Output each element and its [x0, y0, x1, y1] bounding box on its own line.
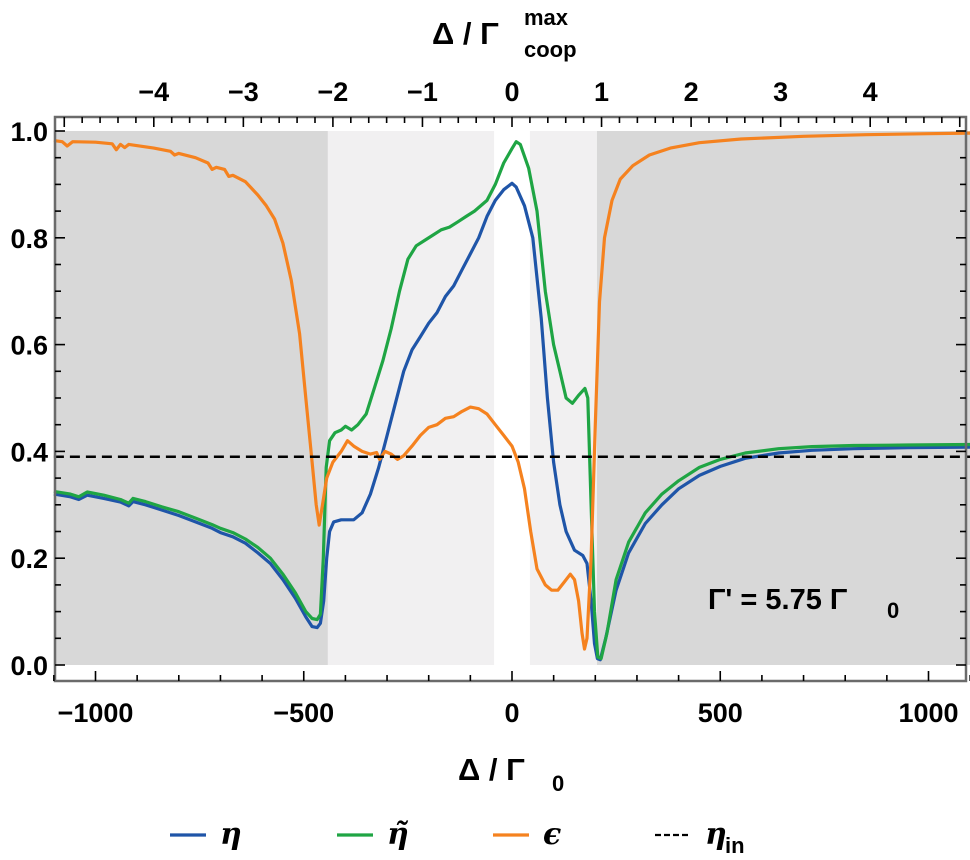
axis-ticks [53, 117, 970, 681]
top-axis-title-sub: coop [524, 37, 577, 62]
x2-tick-label: 2 [684, 77, 699, 107]
x-tick-label: −1000 [58, 698, 134, 728]
x-tick-label: 0 [504, 698, 519, 728]
x2-tick-label: −1 [407, 77, 438, 107]
top-axis-title: Δ / Γ [432, 16, 499, 51]
gamma-prime-annotation-sub: 0 [887, 598, 899, 623]
shaded-region-dark [596, 131, 970, 665]
x2-tick-label: 0 [504, 77, 519, 107]
shaded-region-light [327, 131, 495, 665]
x2-tick-label: 1 [594, 77, 609, 107]
bottom-axis-title: Δ / Γ [458, 752, 525, 787]
gamma-prime-annotation: Γ' = 5.75 Γ [708, 584, 847, 616]
bottom-axis-title-sub: 0 [552, 771, 564, 796]
x2-tick-label: −2 [318, 77, 349, 107]
tick-labels: −1000 −500 0 500 1000 −4 −3 −2 −1 0 1 2 3 4 0.0 0.2 0.4 0… [10, 77, 958, 728]
y-tick-label: 1.0 [10, 117, 48, 147]
legend: η η̃ ϵ ηin [170, 817, 745, 858]
y-tick-label: 0.6 [10, 331, 48, 361]
legend-label-3: η [705, 817, 727, 852]
legend-label-1: η̃ [387, 817, 409, 852]
x2-tick-label: 4 [863, 77, 878, 107]
legend-label-0: η [220, 817, 242, 852]
data-series [53, 131, 970, 662]
y-tick-label: 0.2 [10, 544, 48, 574]
x-tick-label: 1000 [898, 698, 958, 728]
y-tick-label: 0.8 [10, 224, 48, 254]
shaded-regions [53, 131, 970, 665]
x2-tick-label: −4 [138, 77, 169, 107]
top-axis-title-sup: max [524, 5, 569, 30]
legend-label-sub-3: in [725, 833, 745, 858]
x2-tick-label: 3 [773, 77, 788, 107]
y-tick-label: 0.4 [10, 437, 48, 467]
x-tick-label: 500 [698, 698, 743, 728]
x2-tick-label: −3 [228, 77, 259, 107]
y-tick-label: 0.0 [10, 651, 48, 681]
legend-label-2: ϵ [543, 817, 561, 852]
series-line-1 [53, 140, 970, 661]
x-tick-label: −500 [273, 698, 334, 728]
plot-frame [53, 115, 968, 683]
